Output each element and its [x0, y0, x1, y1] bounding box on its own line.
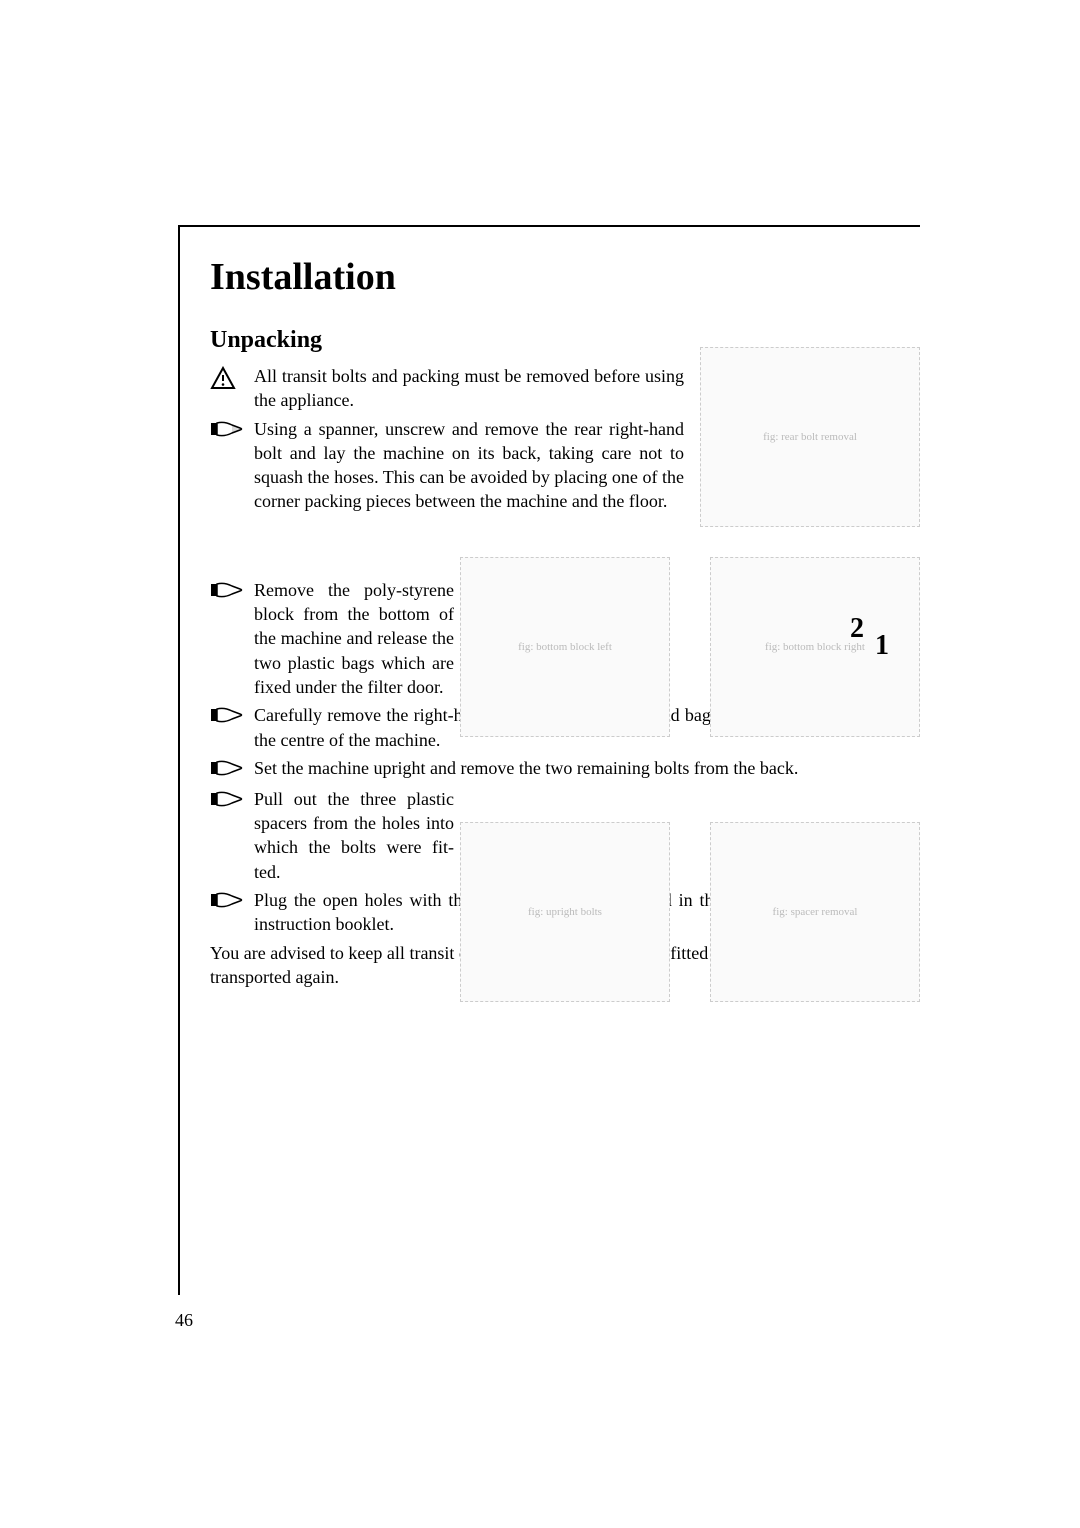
figure-rear-bolt: fig: rear bolt removal [700, 347, 920, 527]
hand-icon [210, 787, 254, 814]
page-number: 46 [175, 1310, 193, 1331]
figure3-label-2: 2 [850, 613, 864, 645]
step5-text: Pull out the three plastic spacers from … [254, 787, 454, 884]
step4-row: Set the machine upright and remove the t… [180, 756, 920, 783]
hand-icon [210, 703, 254, 730]
figure-spacer-removal: fig: spacer removal [710, 822, 920, 1002]
hand-icon [210, 417, 254, 444]
step2-text: Remove the poly-styrene block from the b… [254, 578, 454, 699]
warning-text: All transit bolts and packing must be re… [254, 364, 684, 413]
step4-text: Set the machine upright and remove the t… [254, 756, 920, 780]
page-frame: Installation Unpacking All transit bolts… [178, 225, 920, 1295]
hand-icon [210, 888, 254, 915]
step1-text: Using a spanner, unscrew and remove the … [254, 417, 684, 514]
figure3-label-1: 1 [875, 630, 889, 662]
figure-upright-bolts: fig: upright bolts [460, 822, 670, 1002]
figure-bottom-left: fig: bottom block left [460, 557, 670, 737]
figure-bottom-right: fig: bottom block right 2 1 [710, 557, 920, 737]
main-heading: Installation [210, 255, 920, 299]
warning-icon [210, 364, 254, 395]
hand-icon [210, 578, 254, 605]
hand-icon [210, 756, 254, 783]
